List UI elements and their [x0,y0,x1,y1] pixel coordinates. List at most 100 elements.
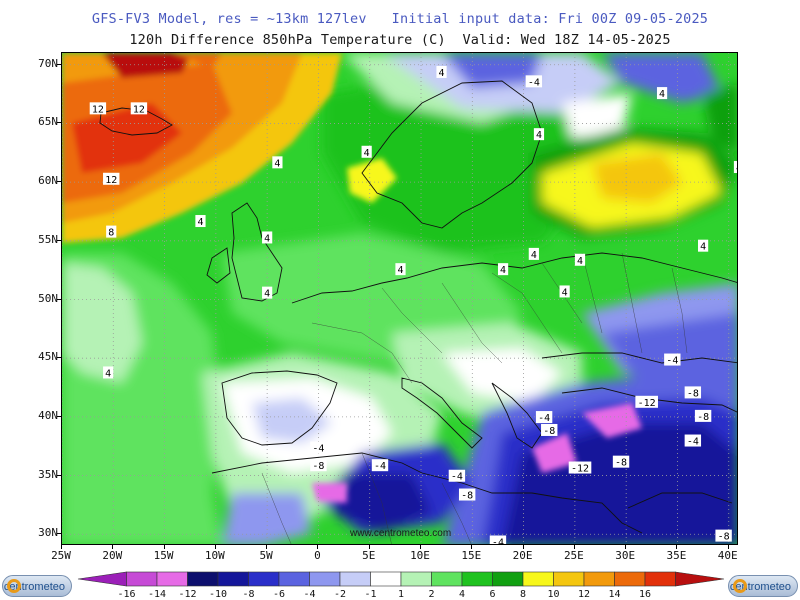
svg-text:4: 4 [536,130,542,141]
model-info-title: GFS-FV3 Model, res = ~13km 127lev Initia… [91,11,709,27]
colorbar-label: 16 [638,589,652,600]
colorbar-label: 6 [489,589,496,600]
contour-label: -8 [458,488,476,502]
colorbar-swatch [248,571,280,587]
contour-label: 4 [262,231,273,244]
contour-label: -8 [715,529,732,543]
colorbar-label: -6 [272,589,286,600]
svg-text:4: 4 [397,265,403,276]
svg-text:-4: -4 [687,437,699,448]
longitude-label: 15E [461,549,482,562]
colorbar-label: -4 [303,589,316,600]
contour-label: 12 [103,172,120,186]
svg-text:-4: -4 [451,472,463,483]
contour-label: -8 [694,409,712,423]
svg-text:12: 12 [105,175,117,186]
latitude-label: 55N [38,232,58,246]
longitude-tick [420,545,421,549]
colorbar-label: 12 [577,589,591,600]
contour-label: 4 [272,156,283,169]
svg-text:4: 4 [439,68,445,79]
contour-label: -8 [684,386,702,399]
longitude-tick [522,545,524,549]
logo-ring-icon [733,579,747,593]
latitude-label: 35N [38,467,58,481]
colorbar-swatch [309,571,341,587]
svg-text:4: 4 [197,217,203,228]
colorbar-swatch [644,571,676,587]
contour-label: 4 [574,253,586,267]
contour-label: 4 [559,285,570,298]
longitude-label: 5W [259,549,273,562]
longitude-label: 25E [563,549,584,562]
latitude-label: 50N [38,291,58,305]
longitude-tick [317,545,319,549]
centrometeo-logo-right[interactable]: centrometeo [728,575,798,597]
contour-label: 4 [195,215,206,228]
colorbar-swatch [614,571,646,587]
longitude-tick [727,545,729,549]
longitude-tick [471,545,473,549]
longitude-label: 20E [512,549,533,562]
contour-label: 4 [436,65,447,79]
watermark-text: www.centrometeo.com [350,528,452,539]
contour-label: -4 [489,535,507,545]
longitude-label: 15W [153,549,174,562]
contour-label: 12 [89,102,107,115]
longitude-label: 0 [314,549,321,562]
temperature-field [62,53,737,544]
latitude-tick [57,181,61,183]
longitude-label: 25W [51,549,71,562]
svg-text:-12: -12 [638,398,656,409]
longitude-label: 10E [410,549,430,562]
contour-label: 4 [697,239,709,253]
colorbar-swatch [278,571,310,587]
longitude-label: 30E [615,549,636,562]
colorbar-swatch [156,571,188,587]
longitude-tick [676,545,678,549]
svg-text:-4: -4 [492,537,504,545]
svg-text:-8: -8 [461,491,473,502]
contour-label: 4 [262,286,273,300]
longitude-tick [266,545,268,549]
latitude-tick [57,239,61,241]
colorbar-swatch [583,571,615,587]
colorbar-swatch [522,571,554,587]
contour-label: -8 [612,455,630,469]
contour-label: 4 [497,263,509,276]
contour-label: -4 [371,459,389,472]
svg-text:-4: -4 [538,413,550,424]
longitude-label: 35E [666,549,687,562]
colorbar-label: 2 [428,589,435,600]
borders [261,252,688,544]
contour-label: -12 [568,461,592,475]
latitude-tick [57,357,61,359]
colorbar-label: 4 [458,589,466,600]
colorbar-swatches [77,571,725,587]
latitude-label: 40N [38,408,58,422]
contour-label: -4 [448,469,466,483]
colorbar-label: -12 [178,589,197,600]
colorbar-label: 10 [547,589,560,600]
colorbar-swatch [77,571,127,587]
longitude-tick [112,545,114,549]
latitude-tick [57,63,61,65]
contour-label: -4 [684,434,702,448]
colorbar-label: -2 [333,589,347,600]
colorbar-swatch [461,571,493,587]
colorbar-label: 14 [608,589,621,600]
contour-label: 12 [130,102,148,115]
longitude-tick [163,545,165,549]
latitude-label: 70N [38,56,58,70]
svg-text:4: 4 [105,368,111,379]
graticule-grid [62,53,737,544]
centrometeo-logo-left[interactable]: centrometeo [2,575,72,597]
colorbar-label: -1 [364,589,377,600]
svg-text:-4: -4 [528,77,540,88]
svg-text:-4: -4 [666,356,678,367]
latitude-tick [57,474,61,476]
contour-value-labels: 12 12 12 8 4 4 4 4 4 4 4 4 -4 4 4 4 4 4 4 4 4 -4 -8 -12 -8 -4 -4 -8… [89,65,737,545]
contour-label: 4 [361,145,372,159]
svg-text:4: 4 [531,250,537,261]
colorbar-label: 1 [397,589,405,600]
